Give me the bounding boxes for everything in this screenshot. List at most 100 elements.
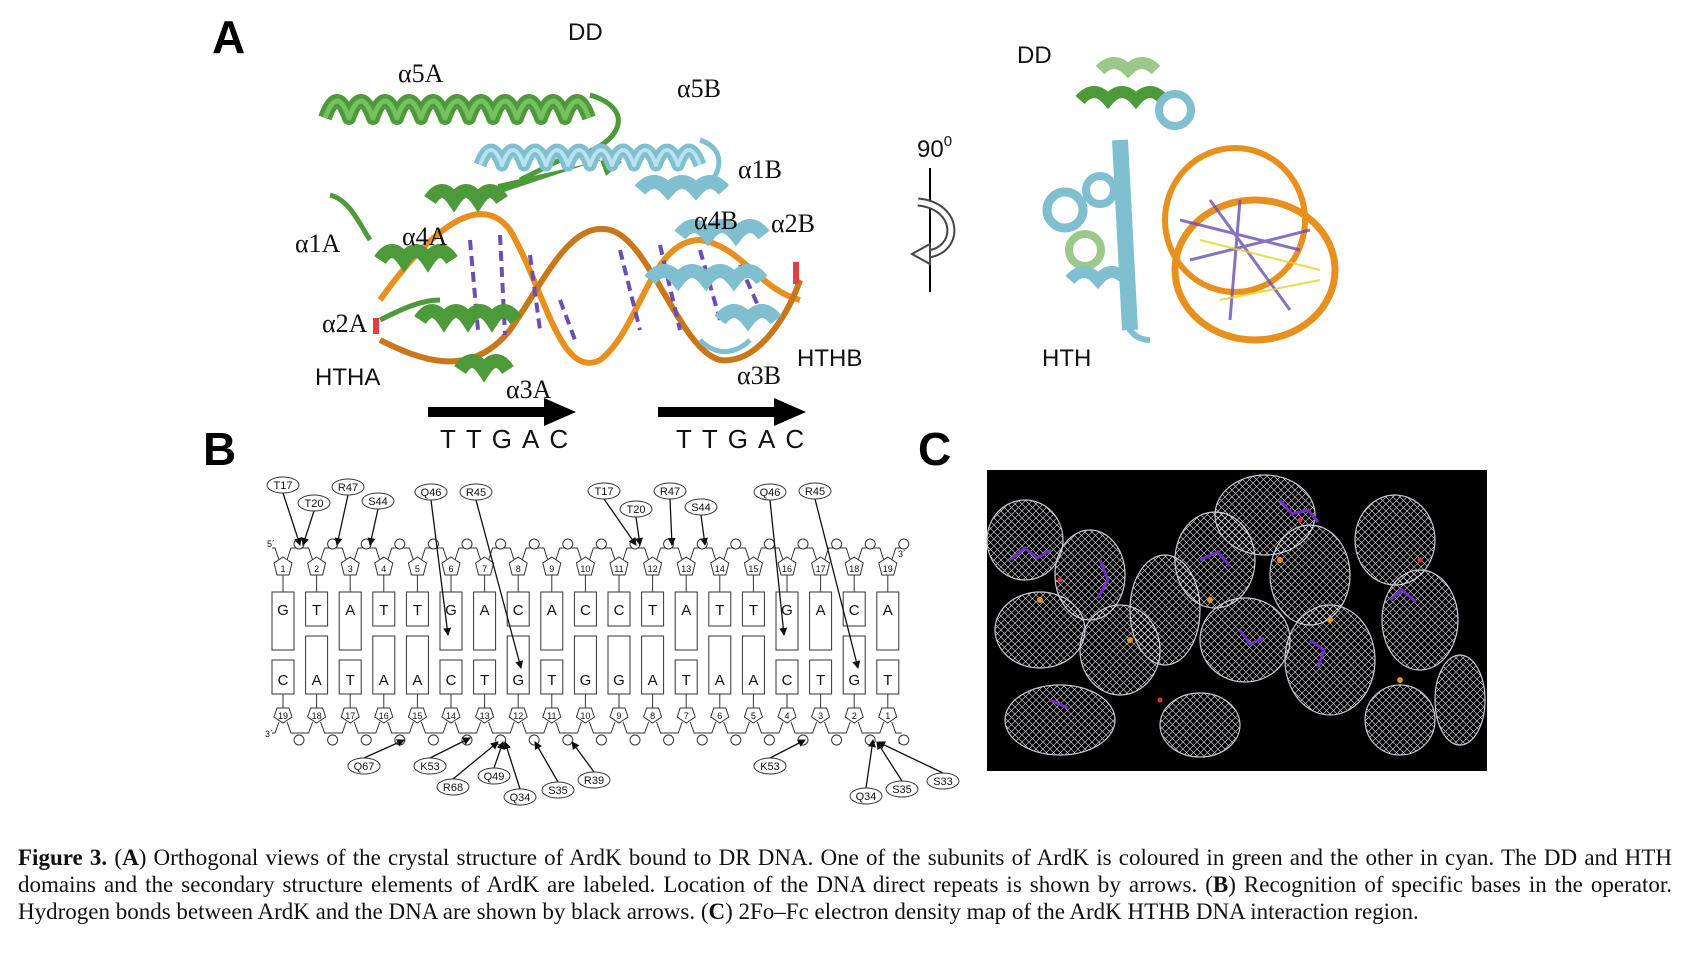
panel-a-letter: A bbox=[212, 11, 245, 63]
residue-label: Q49 bbox=[484, 771, 505, 783]
residue-ellipse bbox=[297, 494, 331, 512]
orthogonal-view: DD HTH bbox=[1017, 42, 1339, 372]
label-dd-left: DD bbox=[568, 19, 603, 46]
label-a5a: α5A bbox=[398, 59, 444, 88]
top-base-letter: T bbox=[379, 602, 388, 619]
top-base-box bbox=[573, 591, 597, 627]
top-base-box bbox=[741, 591, 765, 627]
top-base-box bbox=[607, 591, 631, 627]
top-base-letter: T bbox=[413, 602, 422, 619]
bottom-phosphate bbox=[327, 734, 339, 746]
dna-base-diagram: 1GC192TA183AT174TA165TA156GC147AT138CG12… bbox=[271, 538, 910, 746]
top-base-letter: A bbox=[681, 602, 691, 619]
bottom-sugar bbox=[878, 707, 898, 724]
bottom-base-letter: A bbox=[379, 672, 389, 689]
residue-ellipse bbox=[885, 780, 919, 798]
hbond-arrow bbox=[865, 739, 876, 789]
panel-b-letter: B bbox=[203, 423, 236, 475]
top-position-number: 19 bbox=[883, 564, 893, 574]
top-base-letter: C bbox=[614, 602, 625, 619]
top-phosphate bbox=[831, 538, 843, 550]
residue-label: R47 bbox=[338, 482, 358, 494]
direct-repeat-arrow-1 bbox=[428, 398, 576, 426]
label-hth-right: HTH bbox=[1042, 345, 1091, 372]
bottom-position-number: 2 bbox=[852, 711, 857, 721]
residue-label: S44 bbox=[368, 496, 388, 508]
top-base-letter: T bbox=[312, 602, 321, 619]
top-phosphate bbox=[595, 538, 607, 550]
label-a4a: α4A bbox=[402, 222, 448, 251]
hbond-arrow bbox=[503, 741, 521, 790]
bottom-position-number: 11 bbox=[547, 711, 556, 721]
residue-ellipse bbox=[798, 482, 832, 500]
residue-label: R47 bbox=[660, 486, 680, 498]
residue-ellipse bbox=[684, 498, 718, 516]
bottom-base-letter: A bbox=[715, 672, 725, 689]
residue-ellipse bbox=[347, 757, 381, 775]
bottom-sugar bbox=[374, 707, 394, 724]
residue-ellipse bbox=[331, 478, 365, 496]
residue-ellipse bbox=[477, 767, 511, 785]
hbond-arrow bbox=[363, 739, 405, 759]
bottom-base-letter: A bbox=[748, 672, 758, 689]
residue-label: Q34 bbox=[510, 792, 531, 804]
top-position-number: 17 bbox=[816, 564, 826, 574]
top-base-letter: T bbox=[715, 602, 724, 619]
caption-part-2: ) Orthogonal views of the crystal struct… bbox=[18, 845, 1673, 897]
top-position-number: 8 bbox=[516, 564, 521, 574]
label-a5b: α5B bbox=[677, 74, 721, 103]
bottom-base-letter: T bbox=[480, 672, 489, 689]
top-phosphate bbox=[562, 538, 574, 550]
top-position-number: 1 bbox=[280, 564, 285, 574]
residue-label: R45 bbox=[805, 486, 825, 498]
bottom-position-number: 15 bbox=[412, 711, 422, 721]
top-strand-5-end: 5´ bbox=[267, 539, 275, 549]
bottom-base-letter: G bbox=[580, 672, 592, 689]
bottom-position-number: 18 bbox=[312, 711, 322, 721]
residue-ellipse bbox=[849, 787, 883, 805]
top-phosphate bbox=[797, 538, 809, 550]
residue-label: Q46 bbox=[421, 487, 442, 499]
strand-green bbox=[495, 146, 622, 195]
bottom-base-letter: G bbox=[848, 672, 860, 689]
top-base-letter: A bbox=[345, 602, 355, 619]
bottom-phosphate bbox=[898, 734, 910, 746]
bottom-base-letter: G bbox=[613, 672, 625, 689]
residue-label: Q67 bbox=[354, 761, 375, 773]
bottom-sugar bbox=[811, 707, 831, 724]
label-a1b: α1B bbox=[738, 155, 782, 184]
bottom-backbone bbox=[272, 721, 902, 734]
top-position-number: 16 bbox=[782, 564, 792, 574]
figure-caption: Figure 3. (A) Orthogonal views of the cr… bbox=[18, 844, 1672, 925]
bottom-position-number: 5 bbox=[751, 711, 756, 721]
bottom-phosphate bbox=[427, 734, 439, 746]
bottom-strand-3-end: 3´ bbox=[265, 729, 273, 739]
bottom-phosphate bbox=[562, 734, 574, 746]
repeat-sequence-1: TTGAC bbox=[440, 424, 578, 454]
hbond-arrow bbox=[367, 508, 379, 546]
top-base-box bbox=[708, 591, 732, 627]
residue-label: K53 bbox=[760, 761, 780, 773]
bottom-position-number: 4 bbox=[784, 711, 789, 721]
bottom-sugar bbox=[777, 707, 797, 724]
bottom-phosphate bbox=[360, 734, 372, 746]
top-phosphate bbox=[394, 538, 406, 550]
hbond-arrow bbox=[334, 494, 349, 546]
top-phosphate bbox=[898, 538, 910, 550]
residue-ellipse bbox=[436, 778, 470, 796]
bottom-position-number: 14 bbox=[446, 711, 456, 721]
hbond-arrow bbox=[635, 516, 643, 546]
label-a1a: α1A bbox=[295, 229, 341, 258]
top-phosphate bbox=[864, 538, 876, 550]
bottom-base-letter: C bbox=[278, 672, 289, 689]
hbond-arrow bbox=[534, 741, 559, 783]
bottom-position-number: 9 bbox=[616, 711, 621, 721]
hbond-arrow bbox=[700, 514, 709, 546]
electron-density-map bbox=[986, 470, 1487, 771]
bottom-base-letter: T bbox=[346, 672, 355, 689]
bottom-position-number: 12 bbox=[513, 711, 523, 721]
residue-ellipse bbox=[541, 781, 575, 799]
bottom-base-letter: T bbox=[682, 672, 691, 689]
bottom-base-letter: A bbox=[412, 672, 422, 689]
